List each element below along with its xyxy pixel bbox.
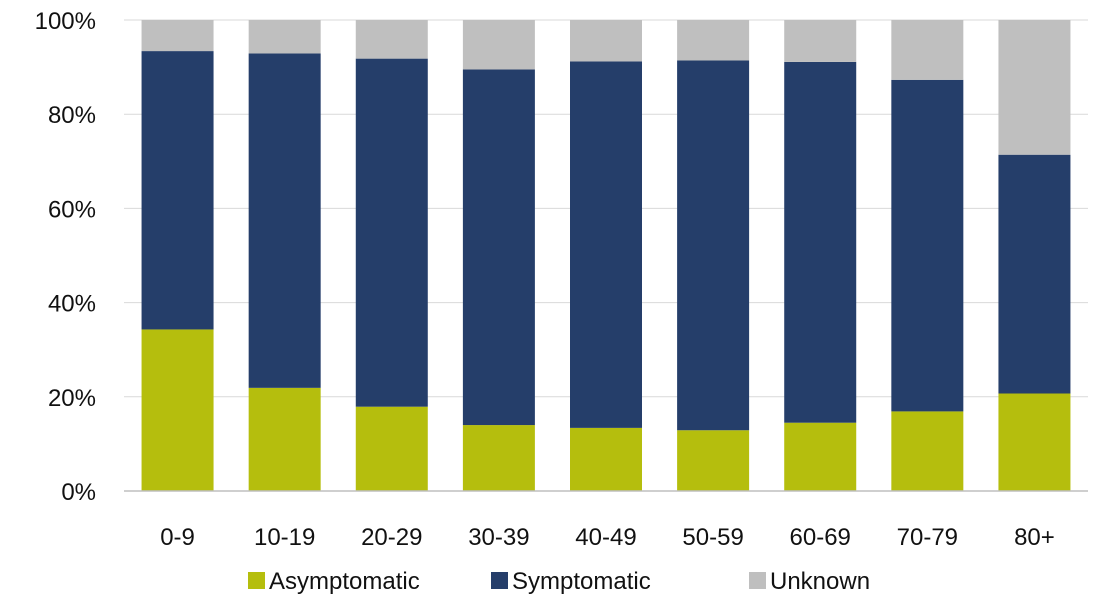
bar-symptomatic-80+ (998, 154, 1071, 394)
bar-unknown-70-79 (891, 20, 964, 80)
legend-label-unknown: Unknown (770, 568, 870, 595)
bar-unknown-20-29 (355, 20, 428, 59)
x-tick-label: 40-49 (575, 524, 636, 551)
bar-symptomatic-70-79 (891, 79, 964, 412)
x-tick-label: 20-29 (361, 524, 422, 551)
bar-unknown-40-49 (570, 20, 642, 62)
bar-asymptomatic-0-9 (141, 329, 214, 491)
bar-unknown-80+ (998, 20, 1071, 155)
y-tick-label: 80% (48, 102, 96, 129)
y-tick-label: 100% (35, 8, 96, 35)
x-tick-label: 10-19 (254, 524, 315, 551)
x-tick-label: 60-69 (790, 524, 851, 551)
bar-symptomatic-60-69 (784, 61, 857, 423)
bar-asymptomatic-80+ (998, 393, 1071, 491)
bar-asymptomatic-10-19 (248, 387, 321, 491)
bar-asymptomatic-70-79 (891, 411, 964, 491)
x-tick-label: 0-9 (160, 524, 195, 551)
bar-unknown-60-69 (784, 20, 857, 62)
bar-unknown-0-9 (141, 20, 214, 52)
y-tick-label: 60% (48, 196, 96, 223)
x-tick-label: 50-59 (682, 524, 743, 551)
bar-asymptomatic-20-29 (355, 406, 428, 491)
x-tick-label: 30-39 (468, 524, 529, 551)
bar-symptomatic-30-39 (462, 69, 535, 426)
bar-symptomatic-20-29 (355, 58, 428, 407)
x-tick-label: 70-79 (897, 524, 958, 551)
x-tick-label: 80+ (1014, 524, 1055, 551)
bar-asymptomatic-30-39 (462, 425, 535, 491)
y-tick-label: 40% (48, 291, 96, 318)
legend: Asymptomatic Symptomatic Unknown (248, 568, 870, 595)
bar-asymptomatic-60-69 (784, 422, 857, 491)
bars (141, 20, 1071, 491)
bar-unknown-10-19 (248, 20, 321, 54)
y-axis-tick-labels: 0% 20% 40% 60% 80% 100% (35, 8, 96, 506)
bar-symptomatic-0-9 (141, 51, 214, 330)
bar-asymptomatic-40-49 (570, 427, 642, 491)
bar-symptomatic-40-49 (570, 61, 642, 428)
y-tick-label: 20% (48, 385, 96, 412)
bar-symptomatic-10-19 (248, 53, 321, 388)
legend-label-symptomatic: Symptomatic (512, 568, 651, 595)
bar-unknown-50-59 (677, 20, 750, 61)
y-tick-label: 0% (61, 479, 96, 506)
legend-swatch-symptomatic (491, 572, 508, 589)
bar-unknown-30-39 (462, 20, 535, 70)
x-axis-tick-labels: 0-9 10-19 20-29 30-39 40-49 50-59 60-69 70-79 80… (160, 524, 1055, 551)
legend-label-asymptomatic: Asymptomatic (269, 568, 420, 595)
bar-asymptomatic-50-59 (677, 430, 750, 491)
legend-swatch-asymptomatic (248, 572, 265, 589)
bar-symptomatic-50-59 (677, 60, 750, 431)
legend-swatch-unknown (749, 572, 766, 589)
